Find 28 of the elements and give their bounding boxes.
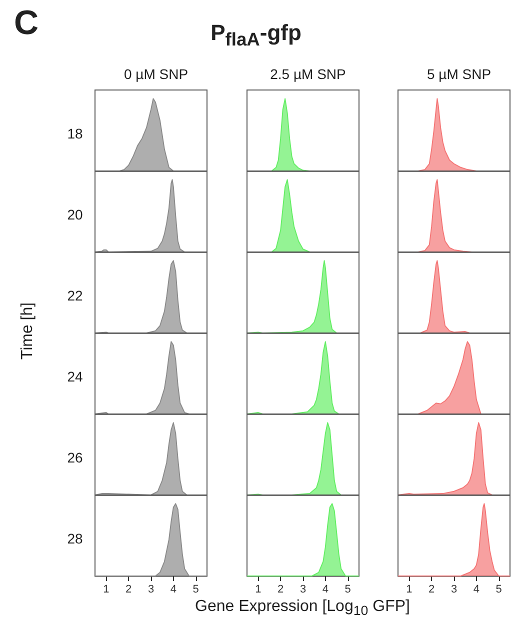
y-axis-title: 24 <box>67 368 83 384</box>
x-tick-label: 1 <box>255 584 262 596</box>
x-tick-label: 3 <box>148 584 154 596</box>
x-tick-label: 4 <box>170 584 176 596</box>
y-axis-title: 26 <box>67 450 83 466</box>
y-axis-title: 18 <box>67 126 83 142</box>
text: Time [h] <box>19 301 37 362</box>
text: Gene Expression [Log$_{10}$ GFP] <box>194 598 411 618</box>
x-tick-label: 3 <box>300 584 306 596</box>
y-axis-title: 22 <box>67 288 83 304</box>
y-axis-title: 28 <box>67 530 83 546</box>
text: P$_{flaA}$-gfp <box>210 20 302 50</box>
chart-title: 2.5 µM SNP <box>270 66 346 82</box>
x-tick-label: 5 <box>192 584 199 596</box>
y-axis-title: 20 <box>67 206 83 222</box>
x-tick-label: 4 <box>322 584 328 596</box>
text: C <box>14 4 39 43</box>
x-tick-label: 2 <box>428 584 435 596</box>
x-tick-label: 5 <box>344 584 351 596</box>
chart-title: 5 µM SNP <box>426 66 492 82</box>
x-tick-label: 4 <box>473 584 480 596</box>
x-tick-label: 2 <box>126 584 132 596</box>
x-tick-label: 5 <box>496 584 502 596</box>
chart-title: 0 µM SNP <box>124 66 188 82</box>
x-tick-label: 1 <box>103 584 110 596</box>
x-tick-label: 3 <box>450 584 458 596</box>
x-tick-label: 2 <box>278 584 284 596</box>
x-tick-label: 1 <box>406 584 412 596</box>
